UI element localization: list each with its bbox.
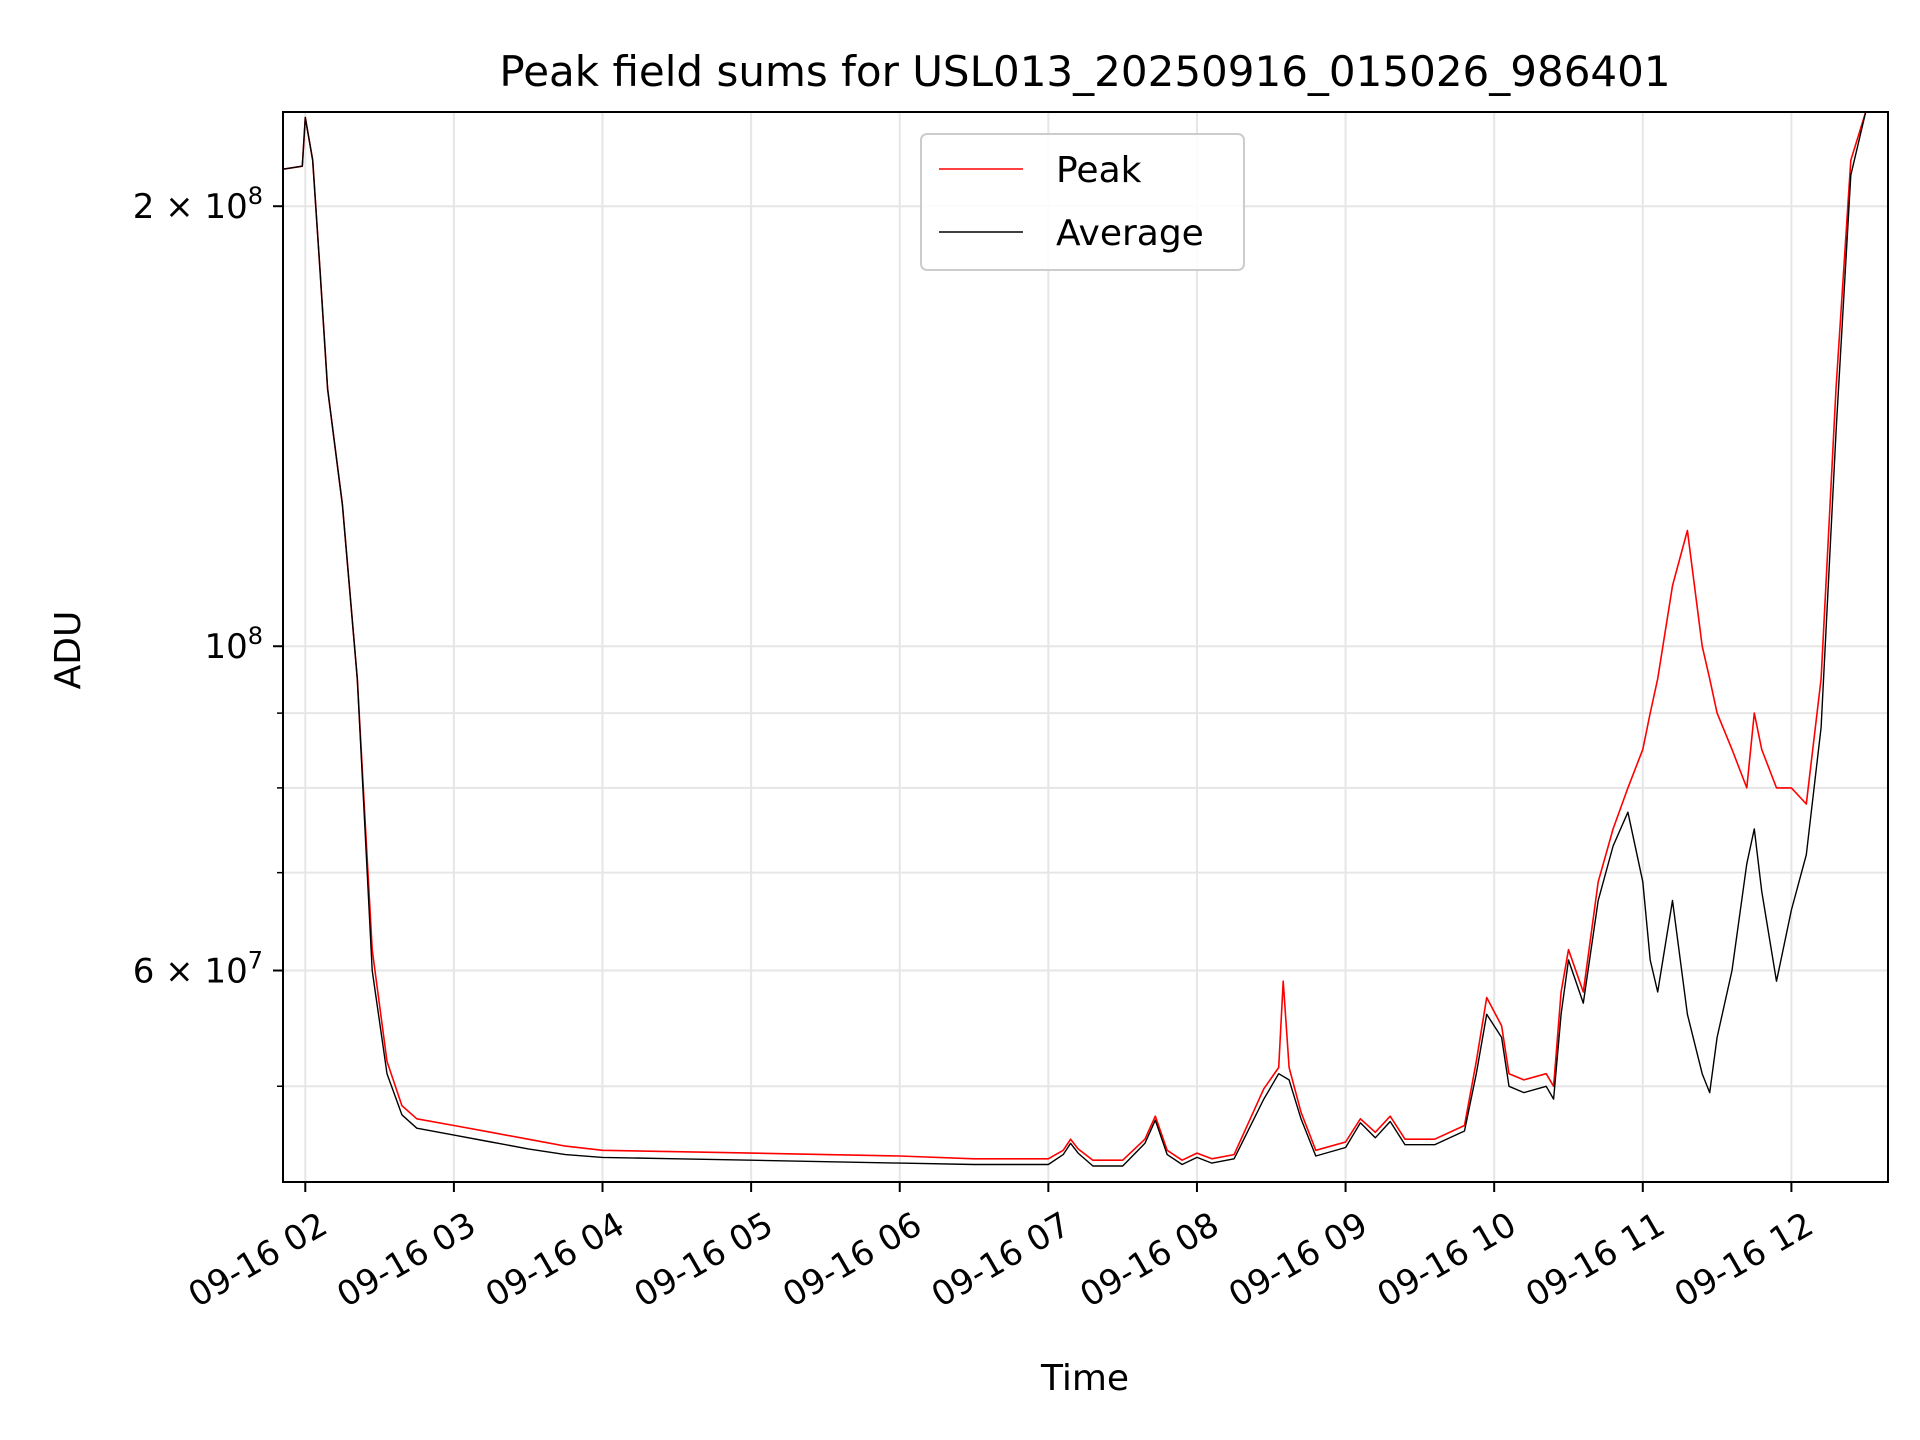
y-tick-label-exponent: 8 <box>248 622 263 650</box>
y-tick-label-base: 2 × 10 <box>133 187 248 227</box>
series-line-average <box>283 112 1867 1167</box>
x-axis-title: Time <box>1040 1358 1129 1399</box>
legend-label-peak: Peak <box>1056 150 1142 191</box>
y-tick-label: 108 <box>204 622 263 667</box>
y-axis-title: ADU <box>48 611 89 690</box>
legend: Peak Average <box>920 133 1245 271</box>
legend-label-average: Average <box>1056 213 1204 254</box>
chart-title: Peak field sums for USL013_20250916_0150… <box>499 47 1670 96</box>
y-tick-label-base: 10 <box>204 627 247 667</box>
series-layer <box>283 112 1867 1167</box>
legend-box <box>920 133 1245 271</box>
y-tick-label-exponent: 7 <box>248 947 263 975</box>
grid-lines <box>283 112 1888 1182</box>
y-tick-label-base: 6 × 10 <box>133 952 248 992</box>
series-line-peak <box>283 112 1867 1161</box>
y-tick-label: 2 × 108 <box>133 182 263 227</box>
y-tick-label: 6 × 107 <box>133 947 263 992</box>
y-tick-label-exponent: 8 <box>248 182 263 210</box>
